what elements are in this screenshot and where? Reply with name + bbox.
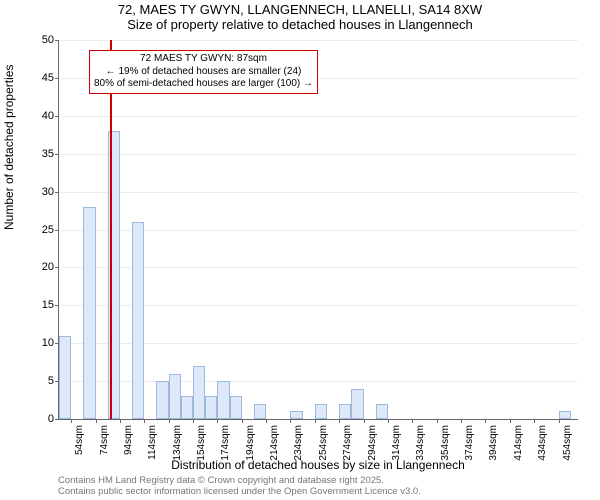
x-tick-label: 394sqm	[488, 425, 499, 461]
x-tick-label: 94sqm	[123, 425, 134, 455]
x-tick-label: 174sqm	[220, 425, 231, 461]
histogram-bar	[132, 222, 144, 419]
grid-line	[59, 154, 578, 155]
x-tick-label: 54sqm	[74, 425, 85, 455]
histogram-bar	[169, 374, 181, 419]
histogram-bar	[217, 381, 229, 419]
histogram-bar	[156, 381, 168, 419]
x-tick-label: 374sqm	[464, 425, 475, 461]
y-tick-label: 0	[24, 413, 54, 425]
x-tick-mark	[120, 419, 121, 423]
x-tick-label: 314sqm	[391, 425, 402, 461]
grid-line	[59, 116, 578, 117]
histogram-bar	[59, 336, 71, 419]
y-tick-label: 45	[24, 72, 54, 84]
y-tick-label: 30	[24, 186, 54, 198]
x-tick-mark	[339, 419, 340, 423]
y-tick-label: 25	[24, 224, 54, 236]
y-tick-label: 5	[24, 375, 54, 387]
annot-line-1: 72 MAES TY GWYN: 87sqm	[94, 53, 313, 66]
histogram-bar	[376, 404, 388, 419]
x-tick-mark	[315, 419, 316, 423]
histogram-bar	[351, 389, 363, 419]
title-line-1: 72, MAES TY GWYN, LLANGENNECH, LLANELLI,…	[0, 2, 600, 17]
x-tick-mark	[71, 419, 72, 423]
x-tick-label: 154sqm	[196, 425, 207, 461]
x-tick-mark	[412, 419, 413, 423]
x-tick-mark	[217, 419, 218, 423]
x-tick-label: 354sqm	[440, 425, 451, 461]
x-tick-label: 234sqm	[293, 425, 304, 461]
x-tick-label: 134sqm	[172, 425, 183, 461]
histogram-bar	[339, 404, 351, 419]
annotation-box: 72 MAES TY GWYN: 87sqm← 19% of detached …	[89, 50, 318, 94]
x-tick-mark	[193, 419, 194, 423]
y-axis-label: Number of detached properties	[2, 65, 16, 230]
title-line-2: Size of property relative to detached ho…	[0, 17, 600, 32]
x-tick-mark	[485, 419, 486, 423]
x-tick-mark	[559, 419, 560, 423]
y-tick-mark	[55, 419, 59, 420]
histogram-bar	[205, 396, 217, 419]
x-tick-mark	[534, 419, 535, 423]
x-tick-label: 214sqm	[269, 425, 280, 461]
y-tick-label: 50	[24, 34, 54, 46]
chart-title: 72, MAES TY GWYN, LLANGENNECH, LLANELLI,…	[0, 2, 600, 32]
histogram-bar	[290, 411, 302, 419]
x-tick-label: 294sqm	[367, 425, 378, 461]
x-tick-label: 74sqm	[99, 425, 110, 455]
x-tick-mark	[290, 419, 291, 423]
histogram-bar	[315, 404, 327, 419]
x-tick-label: 194sqm	[245, 425, 256, 461]
y-tick-label: 10	[24, 337, 54, 349]
grid-line	[59, 192, 578, 193]
annot-line-3: 80% of semi-detached houses are larger (…	[94, 78, 313, 91]
y-tick-label: 40	[24, 110, 54, 122]
histogram-bar	[559, 411, 571, 419]
x-tick-mark	[388, 419, 389, 423]
x-tick-mark	[364, 419, 365, 423]
x-tick-label: 274sqm	[342, 425, 353, 461]
x-tick-label: 254sqm	[318, 425, 329, 461]
histogram-bar	[83, 207, 95, 419]
y-tick-label: 20	[24, 261, 54, 273]
x-tick-mark	[144, 419, 145, 423]
x-tick-mark	[437, 419, 438, 423]
annot-line-2: ← 19% of detached houses are smaller (24…	[94, 66, 313, 79]
x-tick-label: 454sqm	[562, 425, 573, 461]
y-tick-label: 35	[24, 148, 54, 160]
footer-attribution: Contains HM Land Registry data © Crown c…	[58, 476, 421, 498]
x-tick-mark	[96, 419, 97, 423]
x-tick-mark	[169, 419, 170, 423]
footer-line-2: Contains public sector information licen…	[58, 487, 421, 498]
plot-area: 72 MAES TY GWYN: 87sqm← 19% of detached …	[58, 40, 578, 420]
x-tick-mark	[266, 419, 267, 423]
x-tick-mark	[461, 419, 462, 423]
x-tick-label: 414sqm	[513, 425, 524, 461]
marker-line	[110, 40, 112, 419]
grid-line	[59, 40, 578, 41]
histogram-bar	[230, 396, 242, 419]
x-tick-label: 334sqm	[415, 425, 426, 461]
y-tick-label: 15	[24, 299, 54, 311]
x-tick-label: 114sqm	[147, 425, 158, 460]
histogram-bar	[193, 366, 205, 419]
x-tick-mark	[510, 419, 511, 423]
histogram-bar	[181, 396, 193, 419]
chart-container: 72, MAES TY GWYN, LLANGENNECH, LLANELLI,…	[0, 0, 600, 500]
x-tick-mark	[242, 419, 243, 423]
histogram-bar	[254, 404, 266, 419]
x-tick-label: 434sqm	[537, 425, 548, 461]
